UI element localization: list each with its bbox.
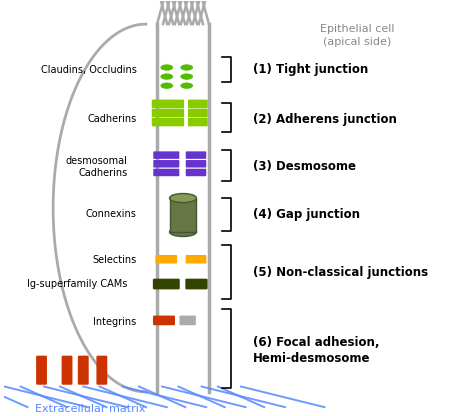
- FancyBboxPatch shape: [180, 316, 196, 325]
- FancyBboxPatch shape: [153, 316, 175, 325]
- Text: (1) Tight junction: (1) Tight junction: [253, 63, 368, 76]
- FancyBboxPatch shape: [153, 169, 179, 176]
- FancyBboxPatch shape: [78, 356, 89, 385]
- Text: Epithelial cell
(apical side): Epithelial cell (apical side): [320, 24, 394, 47]
- Ellipse shape: [180, 82, 194, 89]
- Ellipse shape: [160, 82, 174, 89]
- Ellipse shape: [160, 73, 174, 80]
- FancyBboxPatch shape: [186, 255, 206, 264]
- Ellipse shape: [170, 193, 196, 203]
- FancyBboxPatch shape: [152, 109, 184, 117]
- FancyBboxPatch shape: [186, 151, 206, 159]
- Text: (6) Focal adhesion,
Hemi-desmosome: (6) Focal adhesion, Hemi-desmosome: [253, 336, 379, 365]
- Bar: [170, 198, 196, 232]
- Text: Selectins: Selectins: [92, 255, 137, 265]
- Ellipse shape: [170, 228, 196, 237]
- Text: (5) Non-classical junctions: (5) Non-classical junctions: [253, 265, 428, 279]
- FancyBboxPatch shape: [152, 99, 184, 108]
- FancyBboxPatch shape: [186, 160, 206, 168]
- Text: (3) Desmosome: (3) Desmosome: [253, 160, 356, 173]
- Ellipse shape: [180, 64, 194, 71]
- Text: (2) Adherens junction: (2) Adherens junction: [253, 113, 396, 126]
- FancyBboxPatch shape: [152, 118, 184, 126]
- Text: Claudins, Occludins: Claudins, Occludins: [41, 64, 137, 74]
- Text: Integrins: Integrins: [93, 317, 137, 327]
- FancyBboxPatch shape: [188, 109, 208, 117]
- FancyBboxPatch shape: [188, 99, 208, 108]
- FancyBboxPatch shape: [36, 356, 47, 385]
- FancyBboxPatch shape: [186, 169, 206, 176]
- FancyBboxPatch shape: [96, 356, 107, 385]
- Text: Extracellular matrix: Extracellular matrix: [35, 404, 146, 414]
- FancyBboxPatch shape: [188, 118, 208, 126]
- Ellipse shape: [160, 64, 174, 71]
- FancyBboxPatch shape: [155, 255, 177, 264]
- Text: (4) Gap junction: (4) Gap junction: [253, 208, 360, 221]
- FancyBboxPatch shape: [185, 279, 208, 290]
- Text: desmosomal
Cadherins: desmosomal Cadherins: [65, 156, 128, 178]
- FancyBboxPatch shape: [153, 160, 179, 168]
- Text: Cadherins: Cadherins: [87, 114, 137, 124]
- Text: Ig-superfamily CAMs: Ig-superfamily CAMs: [27, 280, 128, 290]
- FancyBboxPatch shape: [153, 151, 179, 159]
- FancyBboxPatch shape: [153, 279, 180, 290]
- Text: Connexins: Connexins: [86, 209, 137, 219]
- Ellipse shape: [180, 73, 194, 80]
- FancyBboxPatch shape: [62, 356, 73, 385]
